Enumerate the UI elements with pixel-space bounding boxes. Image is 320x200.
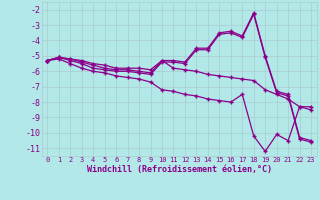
X-axis label: Windchill (Refroidissement éolien,°C): Windchill (Refroidissement éolien,°C) [87, 165, 272, 174]
